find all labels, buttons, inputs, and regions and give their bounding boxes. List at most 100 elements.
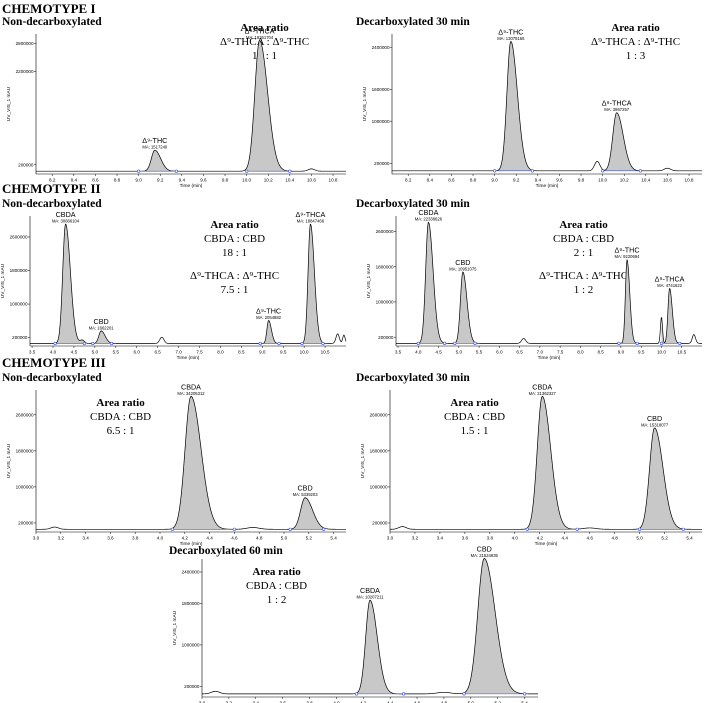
area-ratio-heading: Area ratio xyxy=(450,397,499,409)
x-tick-label: 4.6 xyxy=(231,536,238,541)
x-tick-label: 9.2 xyxy=(157,178,164,183)
peak-area-value: MA: 1517240 xyxy=(142,145,168,150)
x-tick-label: 3.6 xyxy=(462,536,469,541)
panel-title: Decarboxylated 30 min xyxy=(356,198,470,210)
x-tick-label: 4.8 xyxy=(441,701,448,703)
x-tick-label: 5.2 xyxy=(306,536,313,541)
peak-label-cbd: CBD xyxy=(647,414,662,423)
section-title-chemotype-i: CHEMOTYPE I xyxy=(2,1,96,16)
x-tick-label: 7.5 xyxy=(196,350,203,355)
x-tick-label: 8.6 xyxy=(92,178,99,183)
y-tick-label: 2600000 xyxy=(376,229,394,234)
peak-label-delta9-thca: Δ⁹-THCA xyxy=(245,27,275,36)
baseline-marker xyxy=(402,692,406,696)
peak-area-cbda xyxy=(418,222,445,344)
x-tick-label: 8.0 xyxy=(577,350,584,355)
baseline-marker xyxy=(170,527,174,531)
x-axis-label: Time (min) xyxy=(535,541,558,547)
baseline-marker xyxy=(232,527,236,531)
x-tick-label: 4.4 xyxy=(206,536,213,541)
baseline-marker xyxy=(137,169,141,173)
x-tick-label: 6.0 xyxy=(134,350,141,355)
x-tick-label: 9.8 xyxy=(578,178,585,183)
x-tick-label: 3.8 xyxy=(487,536,494,541)
x-tick-label: 4.6 xyxy=(586,536,593,541)
y-tick-label: 1800000 xyxy=(16,448,34,453)
x-tick-label: 8.4 xyxy=(71,178,78,183)
x-tick-label: 9.4 xyxy=(179,178,186,183)
x-tick-label: 5.4 xyxy=(686,536,693,541)
baseline-marker xyxy=(617,341,621,345)
peak-area-value: MA: 10951075 xyxy=(449,266,477,271)
area-ratio-heading: Area ratio xyxy=(210,219,259,231)
area-ratio-heading: Area ratio xyxy=(559,219,608,231)
peak-area-value: MA: 9220694 xyxy=(615,254,641,259)
area-ratio-heading: Area ratio xyxy=(252,566,301,578)
x-tick-label: 9.8 xyxy=(222,178,229,183)
chromatogram-panel-chemotype-ii-non-decarboxylated: Non-decarboxylated Area ratio CBDA : CBD 18… xyxy=(0,198,350,361)
y-tick-label: 1000000 xyxy=(376,300,394,305)
x-tick-label: 5.2 xyxy=(661,536,668,541)
peak-area-delta9-thc xyxy=(618,259,638,344)
chromatogram-chart: 8.2 8.4 8.6 8.8 9.0 9.2 9.4 9.6 9.8 10.0 10.2 10.4 1… xyxy=(6,27,346,189)
peak-label-delta9-thca: Δ⁹-THCA xyxy=(602,99,632,108)
peak-area-value: MA: 1662201 xyxy=(89,325,115,330)
peak-area-cbd xyxy=(290,497,324,530)
baseline-marker xyxy=(288,527,292,531)
x-tick-label: 9.0 xyxy=(491,178,498,183)
x-tick-label: 10.4 xyxy=(641,178,650,183)
peak-area-value: MA: 15318077 xyxy=(641,422,669,427)
baseline-marker xyxy=(462,692,466,696)
chromatogram-trace xyxy=(392,40,702,172)
y-tick-label: 1800000 xyxy=(376,264,394,269)
baseline-marker xyxy=(638,169,643,173)
area-ratio-line: CBDA : CBD xyxy=(90,411,152,423)
area-ratio-heading: Area ratio xyxy=(611,22,660,34)
peak-area-value: MA: 30666104 xyxy=(52,218,80,223)
x-tick-label: 3.0 xyxy=(387,536,394,541)
x-axis-label: Time (min) xyxy=(536,183,559,189)
x-tick-label: 10.0 xyxy=(657,350,666,355)
x-tick-label: 3.4 xyxy=(437,536,444,541)
x-tick-label: 3.4 xyxy=(82,536,89,541)
area-ratio-box: Area ratio CBDA : CBD 2 : 1 Δ⁹-THCA : Δ⁹-TH… xyxy=(539,218,628,297)
chromatogram-chart: 3.0 3.2 3.4 3.6 3.8 4.0 4.2 4.4 4.6 4.8 5.0 5.2 5.4 T… xyxy=(360,382,702,547)
x-tick-label: 3.8 xyxy=(306,701,313,703)
x-tick-label: 3.2 xyxy=(226,701,233,703)
baseline-marker xyxy=(525,527,529,531)
x-tick-label: 10.0 xyxy=(598,178,607,183)
area-ratio-line: CBDA : CBD xyxy=(246,580,308,592)
baseline-marker xyxy=(321,341,325,346)
x-tick-label: 10.2 xyxy=(264,178,273,183)
x-axis-label: Time (min) xyxy=(177,355,200,361)
x-tick-label: 9.0 xyxy=(135,178,142,183)
y-tick-label: 2600000 xyxy=(10,235,28,240)
x-tick-label: 4.2 xyxy=(360,701,367,703)
y-axis-label: UV_VIS_1 mAU xyxy=(0,263,6,298)
area-ratio-line: Δ⁹-THCA : Δ⁹-THC xyxy=(591,36,681,48)
x-tick-label: 3.6 xyxy=(107,536,114,541)
peak-label-delta9-thc: Δ⁹-THC xyxy=(142,136,167,145)
y-axis-label: UV_VIS_1 mAU xyxy=(366,263,372,298)
chromatogram-trace xyxy=(30,223,347,344)
y-axis-label: UV_VIS_1 mAU xyxy=(362,86,368,121)
x-tick-label: 10.4 xyxy=(285,178,294,183)
x-tick-label: 3.0 xyxy=(199,701,206,703)
baseline-marker xyxy=(322,527,326,531)
x-tick-label: 8.6 xyxy=(448,178,455,183)
x-tick-label: 10.0 xyxy=(300,350,309,355)
x-tick-label: 5.4 xyxy=(330,536,337,541)
y-tick-label: 1600000 xyxy=(372,87,390,92)
baseline-marker xyxy=(443,341,447,345)
x-tick-label: 6.0 xyxy=(496,350,503,355)
y-tick-label: 200000 xyxy=(184,684,200,689)
baseline-marker xyxy=(530,169,535,173)
peak-label-delta9-thca: Δ⁹-THCA xyxy=(655,274,685,283)
y-axis-label: UV_VIS_1 mAU xyxy=(6,86,12,121)
x-tick-label: 8.5 xyxy=(238,350,245,355)
x-tick-label: 4.2 xyxy=(182,536,189,541)
x-tick-label: 9.5 xyxy=(638,350,645,355)
area-ratio-line: 7.5 : 1 xyxy=(220,284,249,296)
peak-area-value: MA: 10207211 xyxy=(357,595,385,600)
y-tick-label: 200000 xyxy=(12,335,28,340)
